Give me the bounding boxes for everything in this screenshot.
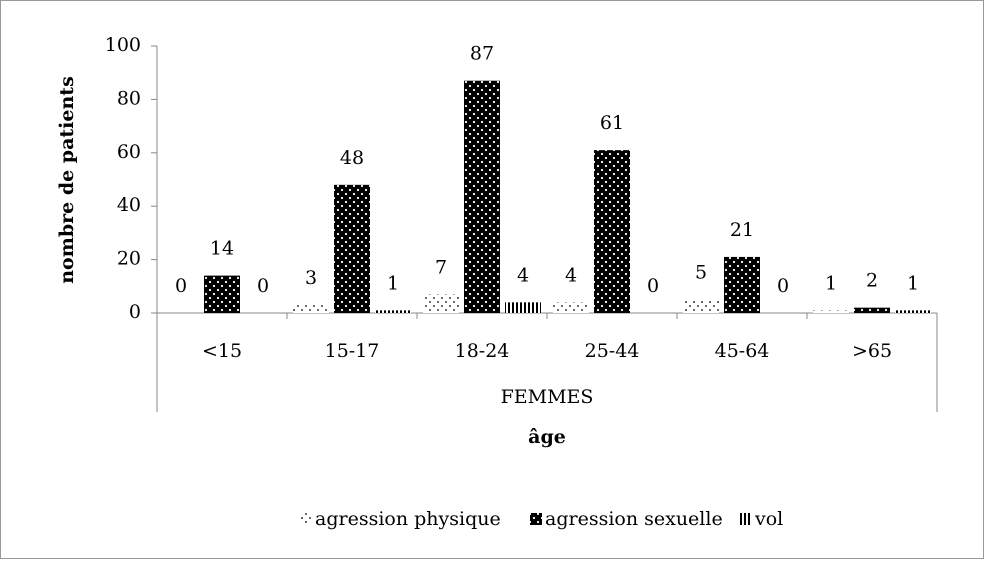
x-tick-label: 45-64 (715, 340, 770, 362)
data-label: 2 (866, 270, 878, 292)
data-label: 21 (730, 219, 754, 241)
legend-swatch (530, 513, 542, 525)
y-tick-label: 100 (105, 34, 141, 56)
bar (334, 184, 370, 313)
data-label: 0 (647, 275, 659, 297)
bar (594, 150, 630, 313)
legend-label: vol (754, 508, 783, 530)
legend-label: agression physique (315, 508, 501, 530)
data-label: 1 (387, 272, 399, 294)
data-label: 3 (305, 267, 317, 289)
bar (293, 304, 329, 313)
bar (724, 256, 760, 313)
data-label: 14 (210, 238, 234, 260)
x-axis-title: âge (528, 426, 566, 448)
data-label: 7 (435, 256, 447, 278)
legend-swatch (740, 513, 752, 525)
bar (375, 310, 411, 313)
bar (553, 302, 589, 313)
bar (813, 310, 849, 313)
y-tick-label: 80 (117, 87, 141, 109)
data-label: 0 (257, 275, 269, 297)
data-label: 1 (825, 272, 837, 294)
y-tick-label: 20 (117, 248, 141, 270)
y-tick-label: 60 (117, 141, 141, 163)
x-tick-label: 15-17 (325, 340, 380, 362)
data-label: 4 (517, 264, 529, 286)
data-label: 61 (600, 112, 624, 134)
x-group-label: FEMMES (501, 386, 594, 408)
data-label: 48 (340, 147, 364, 169)
bar (505, 302, 541, 313)
bar (204, 275, 240, 313)
bar (895, 310, 931, 313)
data-label: 5 (695, 262, 707, 284)
y-tick-label: 0 (129, 301, 141, 323)
bar (464, 80, 500, 314)
legend-label: agression sexuelle (545, 508, 723, 530)
data-label: 1 (907, 272, 919, 294)
x-tick-label: 25-44 (585, 340, 640, 362)
bar (854, 307, 890, 313)
y-tick-label: 40 (117, 194, 141, 216)
bar (423, 294, 459, 313)
data-label: 4 (565, 264, 577, 286)
legend-swatch (300, 513, 312, 525)
bar (683, 299, 719, 313)
x-tick-label: <15 (202, 340, 242, 362)
x-tick-label: 18-24 (455, 340, 510, 362)
data-label: 87 (470, 43, 494, 65)
x-tick-label: >65 (852, 340, 892, 362)
data-label: 0 (777, 275, 789, 297)
y-axis-title: nombre de patients (56, 76, 78, 284)
data-label: 0 (175, 275, 187, 297)
